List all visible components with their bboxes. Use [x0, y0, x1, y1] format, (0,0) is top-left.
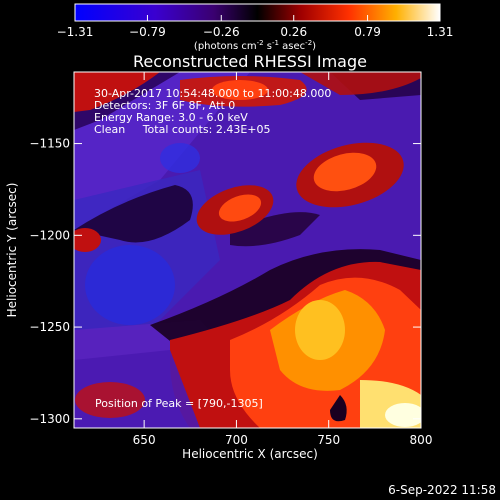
colorbar-tick-label: −0.26	[203, 25, 240, 39]
x-axis-label: Heliocentric X (arcsec)	[182, 447, 318, 461]
y-axis-label: Heliocentric Y (arcsec)	[5, 183, 19, 318]
footer-date: 6-Sep-2022 11:58	[388, 483, 496, 497]
colorbar-tick-label: 0.79	[354, 25, 381, 39]
x-tick-label: 700	[225, 433, 248, 447]
annotation-energy-range: Energy Range: 3.0 - 6.0 keV	[94, 111, 248, 124]
peak-position-label: Position of Peak = [790,-1305]	[95, 397, 263, 410]
x-axis: 650 700 750 800	[133, 72, 433, 447]
x-tick-label: 800	[410, 433, 433, 447]
colorbar-tick-label: 0.26	[280, 25, 307, 39]
colorbar-units-label: (photons cm-2 s-1 asec-2)	[194, 39, 316, 52]
colorbar-tick-label: 1.31	[427, 25, 454, 39]
heatmap-image	[74, 72, 421, 428]
chart-title: Reconstructed RHESSI Image	[133, 52, 367, 71]
colorbar-ticks: −1.31 −0.79 −0.26 0.26 0.79 1.31	[57, 15, 454, 39]
y-tick-label: −1250	[29, 320, 70, 334]
y-tick-label: −1300	[29, 412, 70, 426]
annotation-time-range: 30-Apr-2017 10:54:48.000 to 11:00:48.000	[94, 87, 331, 100]
y-axis: −1150 −1200 −1250 −1300	[29, 137, 421, 426]
y-tick-label: −1200	[29, 228, 70, 242]
plot-frame	[73, 71, 422, 429]
colorbar-tick-label: −1.31	[57, 25, 94, 39]
annotation-clean-counts: Clean Total counts: 2.43E+05	[94, 123, 271, 136]
colorbar-tick-label: −0.79	[129, 25, 166, 39]
colorbar-bar	[74, 3, 441, 22]
annotation-block: 30-Apr-2017 10:54:48.000 to 11:00:48.000…	[94, 87, 331, 136]
colorbar: −1.31 −0.79 −0.26 0.26 0.79 1.31 (photons cm-…	[57, 3, 454, 52]
y-tick-label: −1150	[29, 137, 70, 151]
x-tick-label: 750	[317, 433, 340, 447]
annotation-detectors: Detectors: 3F 6F 8F, Att 0	[94, 99, 235, 112]
x-tick-label: 650	[133, 433, 156, 447]
